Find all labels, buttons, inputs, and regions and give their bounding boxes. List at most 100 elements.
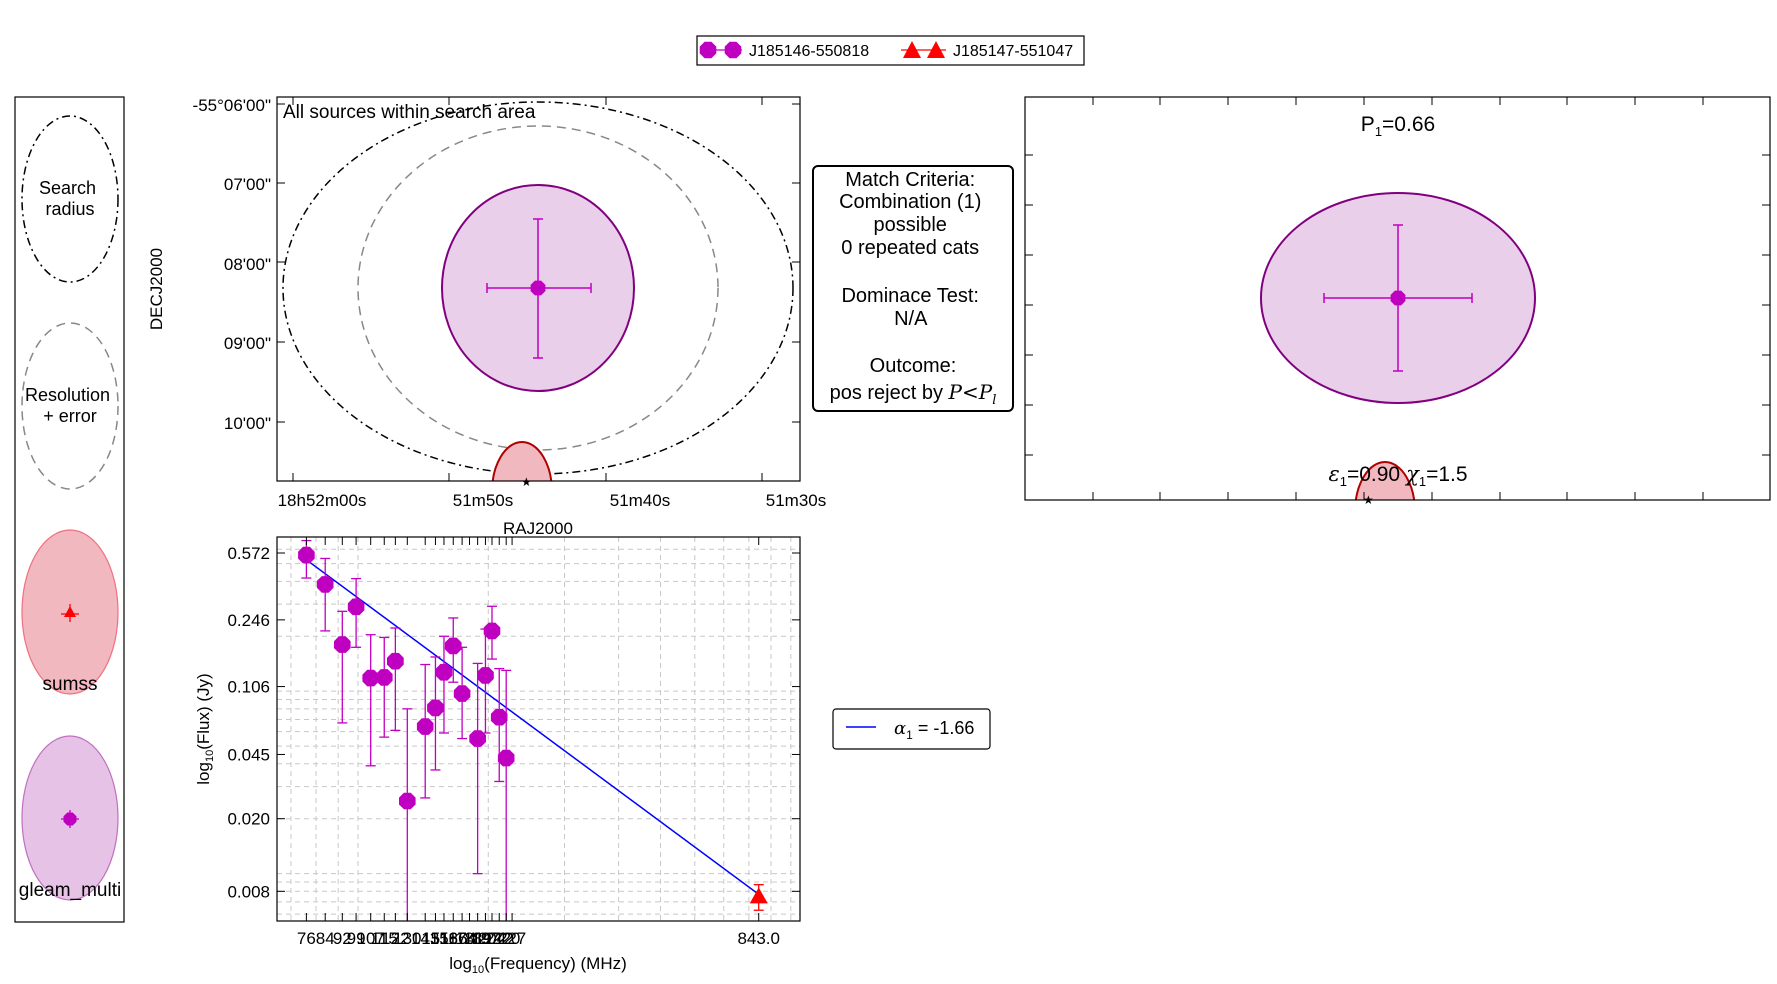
gleam_multi-point: [435, 635, 453, 734]
top-legend: J185146-550818 J185147-551047: [696, 35, 1085, 66]
gleam-marker: [334, 636, 351, 653]
combination-plot: ★: [1024, 96, 1771, 507]
sed-xtick-label: 174: [448, 929, 476, 948]
sed-xtick-label: 99: [347, 929, 366, 948]
resolution-swatch: [21, 322, 119, 490]
sky-xtick: 51m40s: [610, 491, 670, 510]
sky-xtick: 51m50s: [453, 491, 513, 510]
sky-ytick: 08'00": [224, 255, 271, 274]
sumss-swatch-marker: [61, 604, 79, 622]
gleam-swatch-marker: [61, 810, 79, 828]
legend-sumss-label: J185147-551047: [953, 43, 1073, 60]
gleam_multi-point: [497, 669, 515, 921]
gleam_multi-point: [347, 577, 365, 648]
sumss-point: [749, 884, 768, 911]
sed-xtick-label: 189: [463, 929, 491, 948]
sed-ytick-label: 0.020: [227, 810, 270, 829]
sky-ytick: 10'00": [224, 414, 271, 433]
sky-plot: ★ All sources within search area -55°06'…: [147, 96, 826, 538]
sed-xtick-label: 76: [297, 929, 316, 948]
sed-xtick-label: 107: [357, 929, 385, 948]
gleam-marker: [375, 669, 393, 686]
sed-ytick-label: 0.572: [227, 544, 270, 563]
match-outcome: pos reject by P<Pl: [830, 380, 997, 408]
sed-xtick-label: 843.0: [737, 929, 780, 948]
gleam-marker: [483, 622, 501, 640]
gleam-marker: [453, 685, 471, 702]
sumss-source-ellipse: [491, 441, 553, 481]
sumss-marker: [749, 887, 768, 904]
gleam_multi-point: [375, 636, 393, 738]
key-gleam-label: gleam_multi: [19, 880, 121, 901]
sed-ytick-label: 0.008: [227, 882, 270, 901]
gleam-marker: [497, 749, 515, 767]
match-criteria-text: Match Criteria: Combination (1) possible…: [839, 169, 987, 377]
sky-xtick: 51m30s: [766, 491, 826, 510]
sky-xtick: 18h52m00s: [278, 491, 367, 510]
gleam-marker: [387, 652, 404, 670]
key-search-label: Search radius: [39, 178, 101, 219]
sed-ytick-label: 0.246: [227, 611, 270, 630]
gleam-marker: [427, 699, 444, 717]
sed-xtick-label: 212: [485, 929, 513, 948]
gleam-marker: [316, 576, 334, 593]
legend-sumss-marker: [901, 41, 946, 58]
sed-xtick-label: 197: [471, 929, 499, 948]
legend-gleam-label: J185146-550818: [749, 43, 869, 60]
gleam_multi-point: [444, 617, 462, 683]
gleam-marker: [347, 598, 365, 616]
sed-xtick-label: 227: [498, 929, 526, 948]
gleam_multi-point: [334, 610, 351, 724]
gleam_multi-point: [427, 656, 444, 771]
key-panel: Search radius Resolution + error sumss g…: [14, 96, 125, 923]
combo-gleam-marker: [1323, 224, 1473, 372]
gleam_multi-point: [387, 627, 404, 732]
gleam_multi-point: [453, 646, 471, 740]
gleam_multi-point: [483, 605, 501, 660]
sed-xtick-label: 181: [455, 929, 483, 948]
gleam-marker: [435, 663, 453, 681]
sed-points: [298, 539, 768, 921]
combo-ticks: [1025, 97, 1770, 500]
sky-ylabel: DECJ2000: [147, 248, 166, 330]
combo-eps-chi: ε1=0.90 χ1=1.5: [1328, 462, 1467, 489]
gleam-marker: [490, 708, 508, 726]
combo-sumss-ellipse: [1354, 461, 1416, 500]
sky-title: All sources within search area: [283, 102, 536, 123]
gleam-source-marker: [486, 218, 592, 359]
sed-xlabels: 76 84929910711512213014315115816617418118…: [297, 929, 780, 948]
gleam_multi-point: [399, 708, 416, 921]
sed-ylabel: log10(Flux) (Jy): [194, 673, 216, 784]
combo-probability: P1=0.66: [1361, 113, 1435, 139]
sky-ticks: [277, 97, 800, 481]
sky-ytick: 07'00": [224, 175, 271, 194]
sed-xtick-label: 84: [316, 929, 335, 948]
sky-ytick: -55°06'00": [193, 96, 271, 115]
sed-xtick-label: 92: [333, 929, 352, 948]
sed-grid: [277, 537, 800, 921]
sed-xtick-label: 166: [439, 929, 467, 948]
sed-xtick-label: 151: [421, 929, 449, 948]
sed-ytick-label: 0.106: [227, 678, 270, 697]
key-resolution-label: Resolution + error: [25, 385, 115, 426]
sed-xtick-label: 220: [492, 929, 520, 948]
gleam_multi-point: [416, 663, 434, 799]
sed-xtick-label: 122: [381, 929, 409, 948]
gleam_multi-point: [316, 557, 334, 632]
sky-ytick: 09'00": [224, 334, 271, 353]
sed-xtick-label: 204: [478, 929, 506, 948]
sed-xtick-label: 158: [430, 929, 458, 948]
sed-legend-label: α1 = -1.66: [894, 718, 974, 742]
gleam-marker: [416, 718, 434, 735]
gleam-marker: [469, 730, 486, 747]
sumss-star-marker: ★: [521, 475, 532, 489]
gleam_multi-point: [362, 634, 379, 767]
gleam_multi-point: [469, 662, 486, 875]
search-radius-swatch: [21, 115, 119, 283]
sed-xlabel: log10(Frequency) (MHz): [449, 954, 627, 976]
gleam_multi-point: [298, 539, 315, 579]
sed-legend: α1 = -1.66: [832, 708, 991, 750]
sed-ytick-label: 0.045: [227, 745, 270, 764]
sed-fit-line: [305, 559, 760, 895]
